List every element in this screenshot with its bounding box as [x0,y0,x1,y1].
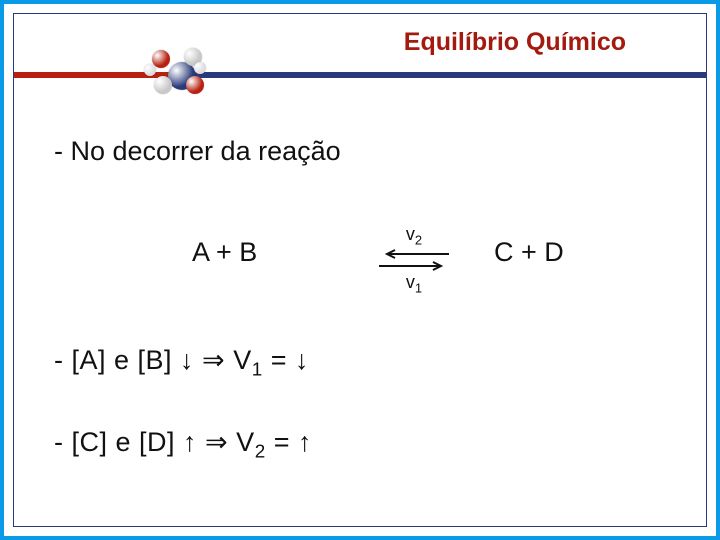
title-rule [14,72,706,78]
bullet-list: - [A] e [B] ↓ ⇒ V1 = ↓ - [C] e [D] ↑ ⇒ V2… [54,345,666,464]
arrow-reverse-icon [379,249,449,259]
intro-text: - No decorrer da reação [54,136,666,167]
title-rule-right [184,72,706,78]
equation-right: C + D [494,237,564,268]
title-rule-left [14,72,184,78]
title-bar: Equilíbrio Químico [14,24,706,94]
equation-left: A + B [192,237,257,268]
bullet-row: - [C] e [D] ↑ ⇒ V2 = ↑ [54,427,666,463]
equation: A + B v2 v1 C + D [54,225,666,285]
rate-label-bottom: v1 [354,273,474,295]
slide-title: Equilíbrio Químico [404,28,626,57]
slide-frame: Equilíbrio Químico - No decorrer da reaç… [0,0,720,540]
molecule-icon [140,34,210,104]
rate-label-top: v2 [354,225,474,247]
content-area: - No decorrer da reação A + B v2 v1 C + … [54,136,666,506]
arrow-forward-icon [379,261,449,271]
bullet-row: - [A] e [B] ↓ ⇒ V1 = ↓ [54,345,666,381]
equilibrium-arrows: v2 v1 [354,225,474,294]
